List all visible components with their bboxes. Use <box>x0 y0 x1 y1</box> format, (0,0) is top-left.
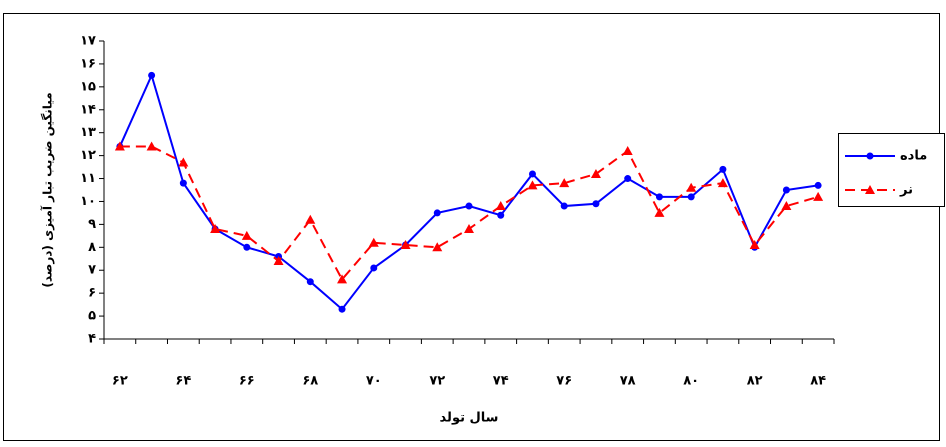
point <box>782 186 790 194</box>
point <box>306 278 314 286</box>
y-tick-label: ۱۲ <box>80 148 96 163</box>
x-tick-label: ۸۰ <box>683 374 699 389</box>
y-tick-label: ۱۱ <box>80 171 96 186</box>
y-tick-label: ۱۶ <box>80 56 96 71</box>
point <box>178 157 189 167</box>
point <box>590 168 601 178</box>
point <box>813 191 824 201</box>
legend-label: ماده <box>900 149 927 164</box>
y-tick-label: ۴ <box>88 332 96 347</box>
point <box>687 193 695 201</box>
point <box>560 202 568 210</box>
y-tick-label: ۵ <box>88 309 96 324</box>
x-tick-label: ۷۲ <box>429 374 445 389</box>
x-tick-label: ۸۲ <box>747 374 763 389</box>
point <box>432 242 443 252</box>
y-axis-label: میانگین ضریب تبار آمیزی (درصد) <box>40 92 55 287</box>
x-tick-label: ۶۲ <box>112 374 128 389</box>
point <box>146 141 157 151</box>
x-tick-label: ۷۴ <box>493 374 509 389</box>
point <box>592 200 600 208</box>
legend <box>838 133 945 207</box>
point <box>495 201 506 211</box>
x-tick-label: ۶۶ <box>239 374 255 389</box>
y-tick-label: ۷ <box>88 263 96 278</box>
point <box>814 181 822 189</box>
x-tick-label: ۷۶ <box>556 374 572 389</box>
legend-marker <box>865 185 875 194</box>
point <box>370 264 378 272</box>
x-tick-label: ۷۸ <box>620 374 636 389</box>
point <box>559 178 570 188</box>
point <box>497 211 505 219</box>
point <box>624 175 632 183</box>
point <box>400 240 411 250</box>
x-tick-label: ۸۴ <box>810 374 826 389</box>
point <box>210 223 221 233</box>
point <box>655 193 663 201</box>
point <box>527 180 538 190</box>
x-tick-label: ۷۰ <box>366 374 382 389</box>
legend-label: نر <box>899 183 913 198</box>
point <box>241 230 252 240</box>
point <box>686 182 697 192</box>
point <box>305 214 316 224</box>
point <box>528 170 536 178</box>
x-axis-label: سال تولد <box>440 411 499 426</box>
point <box>465 202 473 210</box>
y-tick-label: ۶ <box>88 286 96 301</box>
point <box>622 146 633 156</box>
point <box>337 274 348 284</box>
y-tick-label: ۱۴ <box>80 102 96 117</box>
point <box>148 71 156 79</box>
y-tick-label: ۱۳ <box>80 125 96 140</box>
point <box>114 141 125 151</box>
point <box>654 207 665 217</box>
y-tick-label: ۱۰ <box>80 194 96 209</box>
point <box>781 201 792 211</box>
point <box>243 243 251 251</box>
point <box>338 305 346 313</box>
point <box>464 223 474 233</box>
point <box>719 165 727 173</box>
x-tick-label: ۶۴ <box>175 374 191 389</box>
x-tick-label: ۶۸ <box>302 374 318 389</box>
point <box>273 256 284 266</box>
y-tick-label: ۹ <box>88 217 96 232</box>
y-tick-label: ۸ <box>88 240 96 255</box>
point <box>179 179 187 187</box>
point <box>433 209 441 217</box>
point <box>717 178 728 188</box>
legend-marker <box>866 152 874 160</box>
point <box>368 237 379 247</box>
y-tick-label: ۱۷ <box>80 34 96 49</box>
point <box>749 240 760 250</box>
y-tick-label: ۱۵ <box>80 79 96 94</box>
